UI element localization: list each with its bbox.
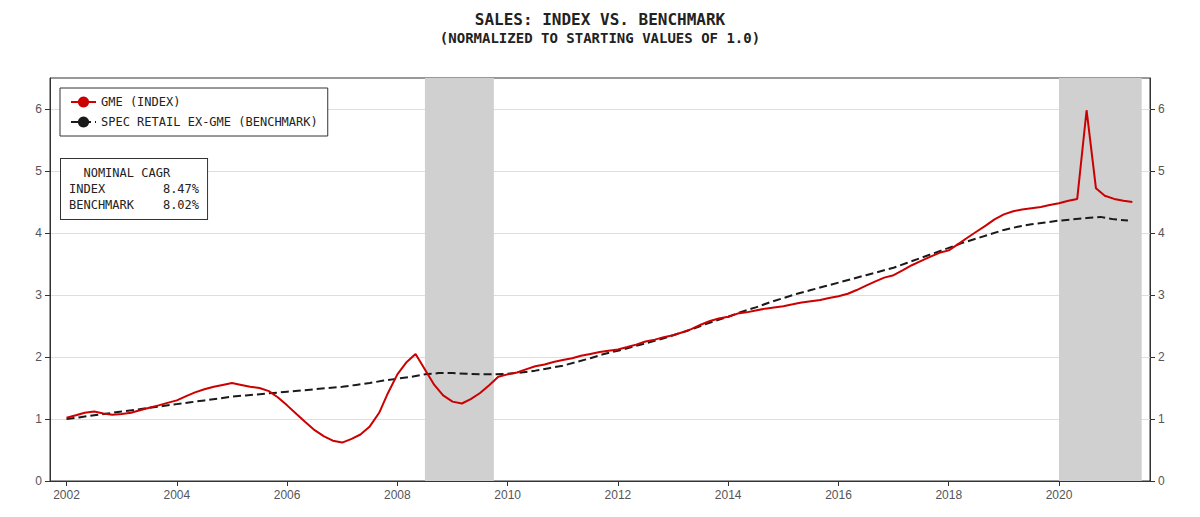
svg-text:GME (INDEX): GME (INDEX) [101, 95, 180, 109]
svg-text:0: 0 [1158, 474, 1165, 488]
svg-text:3: 3 [35, 288, 42, 302]
svg-text:4: 4 [1158, 226, 1165, 240]
svg-text:2016: 2016 [825, 488, 852, 502]
svg-text:2006: 2006 [274, 488, 301, 502]
svg-text:6: 6 [1158, 102, 1165, 116]
svg-text:2002: 2002 [53, 488, 80, 502]
svg-text:1: 1 [35, 412, 42, 426]
svg-text:1: 1 [1158, 412, 1165, 426]
svg-text:INDEX 8.47%: INDEX 8.47% [69, 182, 200, 196]
svg-text:3: 3 [1158, 288, 1165, 302]
svg-text:6: 6 [35, 102, 42, 116]
svg-text:2: 2 [35, 350, 42, 364]
svg-text:2010: 2010 [494, 488, 521, 502]
svg-text:NOMINAL CAGR: NOMINAL CAGR [69, 166, 171, 180]
svg-text:5: 5 [1158, 164, 1165, 178]
svg-text:SALES: INDEX VS. BENCHMARK: SALES: INDEX VS. BENCHMARK [475, 10, 726, 29]
svg-text:(NORMALIZED TO STARTING VALUES: (NORMALIZED TO STARTING VALUES OF 1.0) [440, 30, 760, 46]
svg-text:2004: 2004 [163, 488, 190, 502]
svg-text:2014: 2014 [715, 488, 742, 502]
svg-text:2: 2 [1158, 350, 1165, 364]
svg-text:4: 4 [35, 226, 42, 240]
svg-text:2018: 2018 [935, 488, 962, 502]
svg-text:SPEC RETAIL EX-GME (BENCHMARK): SPEC RETAIL EX-GME (BENCHMARK) [101, 115, 318, 129]
svg-text:2012: 2012 [605, 488, 632, 502]
svg-text:BENCHMARK 8.02%: BENCHMARK 8.02% [69, 198, 200, 212]
svg-text:5: 5 [35, 164, 42, 178]
svg-text:2008: 2008 [384, 488, 411, 502]
svg-text:2020: 2020 [1046, 488, 1073, 502]
svg-text:0: 0 [35, 474, 42, 488]
